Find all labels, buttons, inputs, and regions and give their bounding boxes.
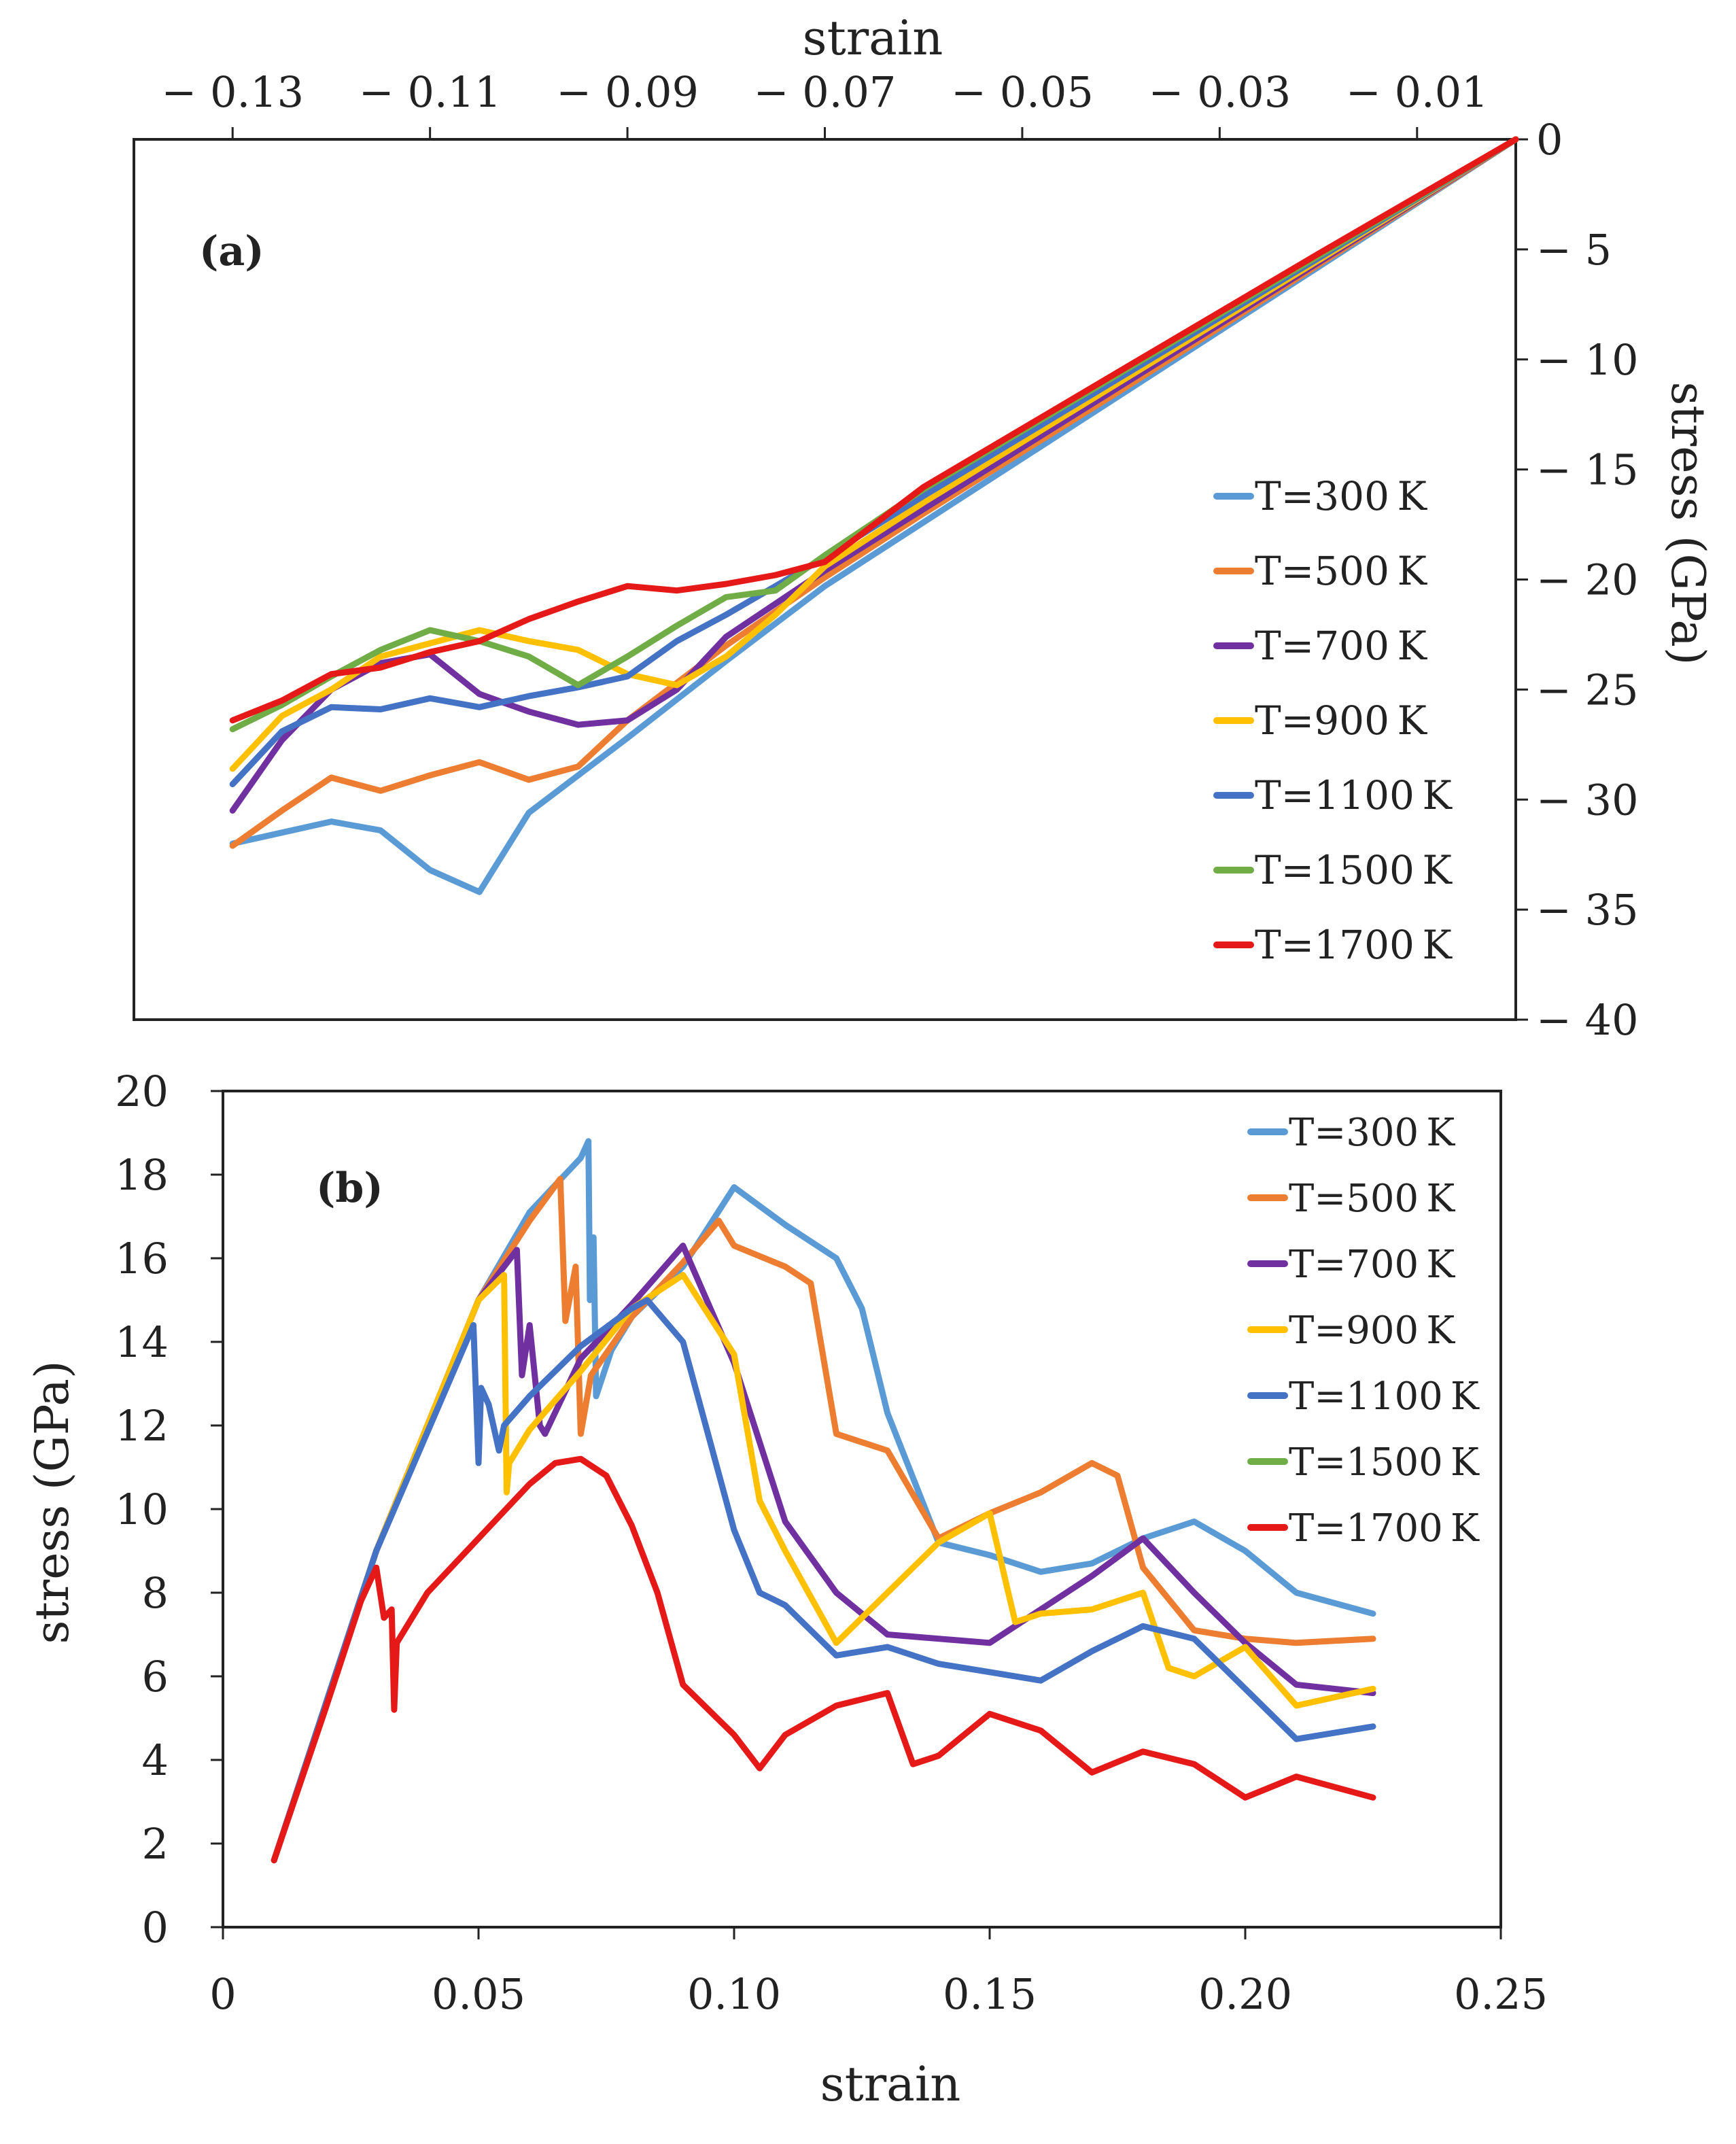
panel-a: − 0.13 − 0.11 − 0.09 − 0.07 − 0.05 − 0.03 − 0.… xyxy=(133,10,1714,1045)
legend-a: T=300 K T=500 K T=700 K T=900 K T=1100 K T=15… xyxy=(1213,473,1453,968)
x-tick-label-a-0: − 0.13 xyxy=(161,67,304,117)
y-tick-label-a-5: − 25 xyxy=(1536,665,1639,714)
x-tick-label-b-2: 0.10 xyxy=(687,1969,781,2019)
series-line-b-t-900-k xyxy=(271,1272,1376,1864)
x-tick-label-a-6: − 0.01 xyxy=(1346,67,1489,117)
x-tick-label-b-3: 0.15 xyxy=(943,1969,1037,2019)
legend-label-b-t-1100-k: T=1100 K xyxy=(1289,1374,1480,1419)
y-tick-label-b-0: 0 xyxy=(142,1903,169,1952)
legend-label-a-t-1700-k: T=1700 K xyxy=(1255,922,1453,968)
x-ticks-a: − 0.13 − 0.11 − 0.09 − 0.07 − 0.05 − 0.03 − 0.… xyxy=(161,67,1489,139)
y-tick-label-b-5: 10 xyxy=(115,1485,169,1534)
legend-label-a-t-900-k: T=900 K xyxy=(1255,697,1428,744)
legend-label-b-t-500-k: T=500 K xyxy=(1289,1177,1455,1221)
y-tick-label-a-4: − 20 xyxy=(1536,555,1639,605)
legend-label-a-t-500-k: T=500 K xyxy=(1255,548,1428,594)
y-tick-label-a-0: 0 xyxy=(1536,115,1563,165)
y-tick-label-b-1: 2 xyxy=(142,1819,169,1869)
y-tick-label-a-2: − 10 xyxy=(1536,335,1639,385)
legend-label-a-t-1500-k: T=1500 K xyxy=(1255,847,1453,893)
series-line-a-t-1700-k xyxy=(229,136,1519,724)
legend-label-b-t-300-k: T=300 K xyxy=(1289,1111,1455,1155)
y-axis-title-a: stress (GPa) xyxy=(1661,382,1714,665)
panel-label-b: (b) xyxy=(316,1164,383,1212)
y-tick-label-b-3: 6 xyxy=(142,1652,169,1701)
y-tick-label-a-1: − 5 xyxy=(1536,225,1612,275)
y-ticks-a: 0 − 5 − 10 − 15 − 20 − 25 − 30 − 35 − 40 xyxy=(1516,115,1639,1045)
x-axis-title-a: strain xyxy=(803,10,943,66)
series-line-b-t-700-k xyxy=(271,1243,1376,1864)
y-tick-label-b-7: 14 xyxy=(115,1317,169,1367)
panel-b: 0 0.05 0.10 0.15 0.20 0.25 02468101214161820 … xyxy=(26,1067,1548,2112)
y-tick-label-b-2: 4 xyxy=(142,1735,169,1785)
x-tick-label-b-1: 0.05 xyxy=(432,1969,525,2019)
x-tick-label-b-4: 0.20 xyxy=(1198,1969,1292,2019)
x-tick-label-b-0: 0 xyxy=(209,1969,236,2019)
series-line-a-t-1100-k xyxy=(229,136,1519,788)
series-line-b-t-1100-k xyxy=(271,1297,1376,1864)
series-line-a-t-900-k xyxy=(229,136,1519,772)
y-tick-label-a-3: − 15 xyxy=(1536,445,1639,495)
x-tick-label-a-1: − 0.11 xyxy=(359,67,502,117)
series-line-b-t-1700-k xyxy=(271,1455,1376,1864)
series-line-a-t-500-k xyxy=(229,136,1519,849)
y-ticks-b: 0 2 4 6 8 10 12 14 16 18 20 xyxy=(115,1067,223,1952)
y-tick-label-b-10: 20 xyxy=(115,1067,169,1116)
y-tick-label-a-8: − 40 xyxy=(1536,995,1639,1045)
y-axis-title-b: stress (GPa) xyxy=(26,1361,80,1644)
x-tick-label-a-2: − 0.09 xyxy=(556,67,699,117)
x-axis-title-b: strain xyxy=(820,2056,961,2112)
legend-b: T=300 K T=500 K T=700 K T=900 K T=1100 K T=15… xyxy=(1247,1111,1480,1551)
x-tick-label-a-5: − 0.03 xyxy=(1148,67,1291,117)
y-tick-label-a-7: − 35 xyxy=(1536,885,1639,935)
legend-label-b-t-700-k: T=700 K xyxy=(1289,1243,1455,1287)
legend-label-b-t-1700-k: T=1700 K xyxy=(1289,1506,1480,1551)
series-line-b-t-300-k xyxy=(271,1138,1376,1864)
x-tick-label-b-5: 0.25 xyxy=(1454,1969,1548,2019)
x-ticks-b: 0 0.05 0.10 0.15 0.20 0.25 xyxy=(209,1927,1548,2019)
series-line-a-t-300-k xyxy=(229,136,1519,895)
y-tick-label-b-8: 16 xyxy=(115,1234,169,1283)
series-line-b-t-500-k xyxy=(271,1175,1376,1864)
legend-label-a-t-1100-k: T=1100 K xyxy=(1255,772,1453,818)
panel-label-a: (a) xyxy=(199,228,264,275)
y-tick-label-b-9: 18 xyxy=(115,1150,169,1200)
legend-label-a-t-700-k: T=700 K xyxy=(1255,623,1428,669)
series-lines-b xyxy=(271,1138,1376,1864)
series-lines-a xyxy=(229,136,1519,895)
legend-label-b-t-1500-k: T=1500 K xyxy=(1289,1440,1480,1485)
x-tick-label-a-3: − 0.07 xyxy=(754,67,897,117)
legend-label-a-t-300-k: T=300 K xyxy=(1255,473,1428,519)
y-tick-label-b-6: 12 xyxy=(115,1401,169,1451)
y-tick-label-a-6: − 30 xyxy=(1536,775,1639,825)
legend-label-b-t-900-k: T=900 K xyxy=(1289,1309,1455,1353)
x-tick-label-a-4: − 0.05 xyxy=(951,67,1094,117)
y-tick-label-b-4: 8 xyxy=(142,1568,169,1618)
